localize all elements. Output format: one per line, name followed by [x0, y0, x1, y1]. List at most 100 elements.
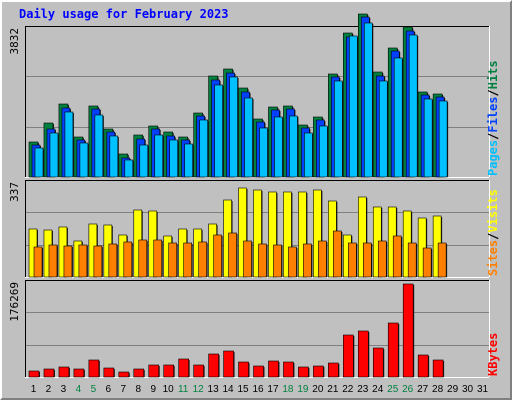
hits-bar — [289, 115, 298, 178]
x-tick-label: 17 — [267, 384, 279, 395]
visits-bar — [362, 242, 372, 278]
x-tick-label: 24 — [372, 384, 384, 395]
kbytes-bar — [178, 358, 189, 378]
kbytes-bar — [163, 364, 175, 378]
visits-bar — [298, 191, 307, 278]
visits-bar — [288, 246, 297, 278]
visits-bar — [253, 189, 262, 278]
hits-bar — [64, 111, 74, 178]
x-tick-label: 21 — [327, 384, 339, 395]
hits-bar — [393, 57, 403, 178]
visits-bar — [377, 240, 387, 278]
hits-bar — [79, 142, 89, 178]
x-tick-label: 19 — [297, 384, 309, 395]
hits-bar — [259, 127, 268, 178]
visits-bar — [213, 234, 222, 278]
hits-bar — [349, 35, 358, 178]
hits-legend-entry: Hits — [486, 60, 500, 89]
x-tick-label: 8 — [135, 384, 141, 395]
visits-bar — [283, 191, 292, 278]
visits-bar — [78, 244, 88, 278]
visits-bar — [183, 242, 192, 278]
hits-bar — [438, 100, 448, 178]
visits-ymax-label: 337 — [8, 182, 21, 202]
x-tick-label: 12 — [193, 384, 205, 395]
hits-bar — [378, 80, 388, 178]
kbytes-ymax-label: 176269 — [8, 282, 21, 322]
x-tick-label: 29 — [447, 384, 459, 395]
visits-bar — [407, 242, 417, 278]
hits-legend-entry: Pages — [486, 140, 500, 176]
x-tick-label: 13 — [208, 384, 220, 395]
x-tick-label: 15 — [237, 384, 249, 395]
kbytes-bar — [193, 364, 204, 378]
hits-bar — [408, 34, 418, 178]
hits-bar — [124, 159, 134, 178]
hits-bar — [49, 132, 59, 178]
hits-bar — [154, 134, 164, 178]
x-tick-label: 10 — [163, 384, 175, 395]
kbytes-bar — [432, 359, 444, 378]
visits-legend-entry: Visits — [486, 189, 500, 232]
x-tick-label: 22 — [342, 384, 354, 395]
x-tick-label: 16 — [252, 384, 264, 395]
visits-bar — [258, 243, 267, 278]
visits-bar — [357, 196, 367, 278]
x-tick-label: 3 — [61, 384, 67, 395]
hits-legend-group: Pages/Files/Hits — [486, 60, 500, 176]
kbytes-bar — [223, 350, 234, 378]
hits-bar — [214, 84, 223, 178]
visits-bar — [273, 244, 282, 278]
kbytes-bar — [298, 366, 309, 378]
hits-legend-entry: / — [486, 89, 500, 96]
kbytes-bar — [58, 366, 70, 378]
kbytes-bar — [103, 367, 115, 378]
hits-bar — [274, 116, 283, 178]
kbytes-bar — [148, 364, 160, 378]
x-axis-labels: 1 2 3 4 5 6 7 8 9 10 11 12 13 14 15 16 17 18 19 20 21 22 23 24 2… — [31, 384, 489, 395]
kbytes-bar — [28, 370, 40, 378]
visits-bar — [153, 239, 163, 278]
kbytes-bar — [402, 283, 414, 378]
visits-bar — [417, 217, 427, 278]
visits-bar — [313, 189, 322, 278]
kbytes-legend: KBytes — [486, 333, 500, 376]
x-tick-label: 11 — [178, 384, 189, 395]
visits-bar — [123, 241, 133, 278]
hits-bar — [244, 97, 253, 178]
hits-bar — [34, 147, 44, 178]
x-tick-label: 6 — [106, 384, 112, 395]
visits-bar — [318, 240, 327, 278]
x-tick-label: 25 — [387, 384, 399, 395]
x-tick-label: 30 — [462, 384, 474, 395]
kbytes-series-kbytes — [28, 283, 445, 378]
hits-bar — [319, 125, 328, 178]
x-tick-label: 28 — [432, 384, 444, 395]
visits-bar — [303, 243, 312, 278]
kbytes-bar — [253, 365, 264, 378]
visits-legend-group: Sites/Visits — [486, 189, 500, 276]
x-tick-label: 26 — [402, 384, 414, 395]
hits-bar — [229, 76, 238, 178]
kbytes-bar — [343, 334, 354, 378]
x-tick-label: 14 — [223, 384, 235, 395]
x-tick-label: 18 — [282, 384, 294, 395]
kbytes-bar — [118, 371, 130, 378]
kbytes-bar — [208, 353, 219, 378]
hits-bar — [199, 119, 208, 178]
visits-legend: Sites/Visits — [486, 189, 500, 276]
kbytes-bar — [238, 361, 249, 378]
hits-bar — [94, 114, 104, 178]
visits-bar — [348, 242, 357, 278]
x-tick-label: 9 — [150, 384, 156, 395]
visits-bar — [437, 242, 447, 278]
visits-bar — [268, 191, 277, 278]
hits-legend: Pages/Files/Hits — [486, 60, 500, 176]
visits-bar — [63, 245, 73, 278]
x-tick-label: 7 — [121, 384, 127, 395]
x-tick-label: 31 — [477, 384, 489, 395]
x-tick-label: 27 — [417, 384, 429, 395]
kbytes-bar — [357, 330, 369, 378]
visits-legend-entry: / — [486, 233, 500, 240]
visits-bar — [168, 242, 178, 278]
